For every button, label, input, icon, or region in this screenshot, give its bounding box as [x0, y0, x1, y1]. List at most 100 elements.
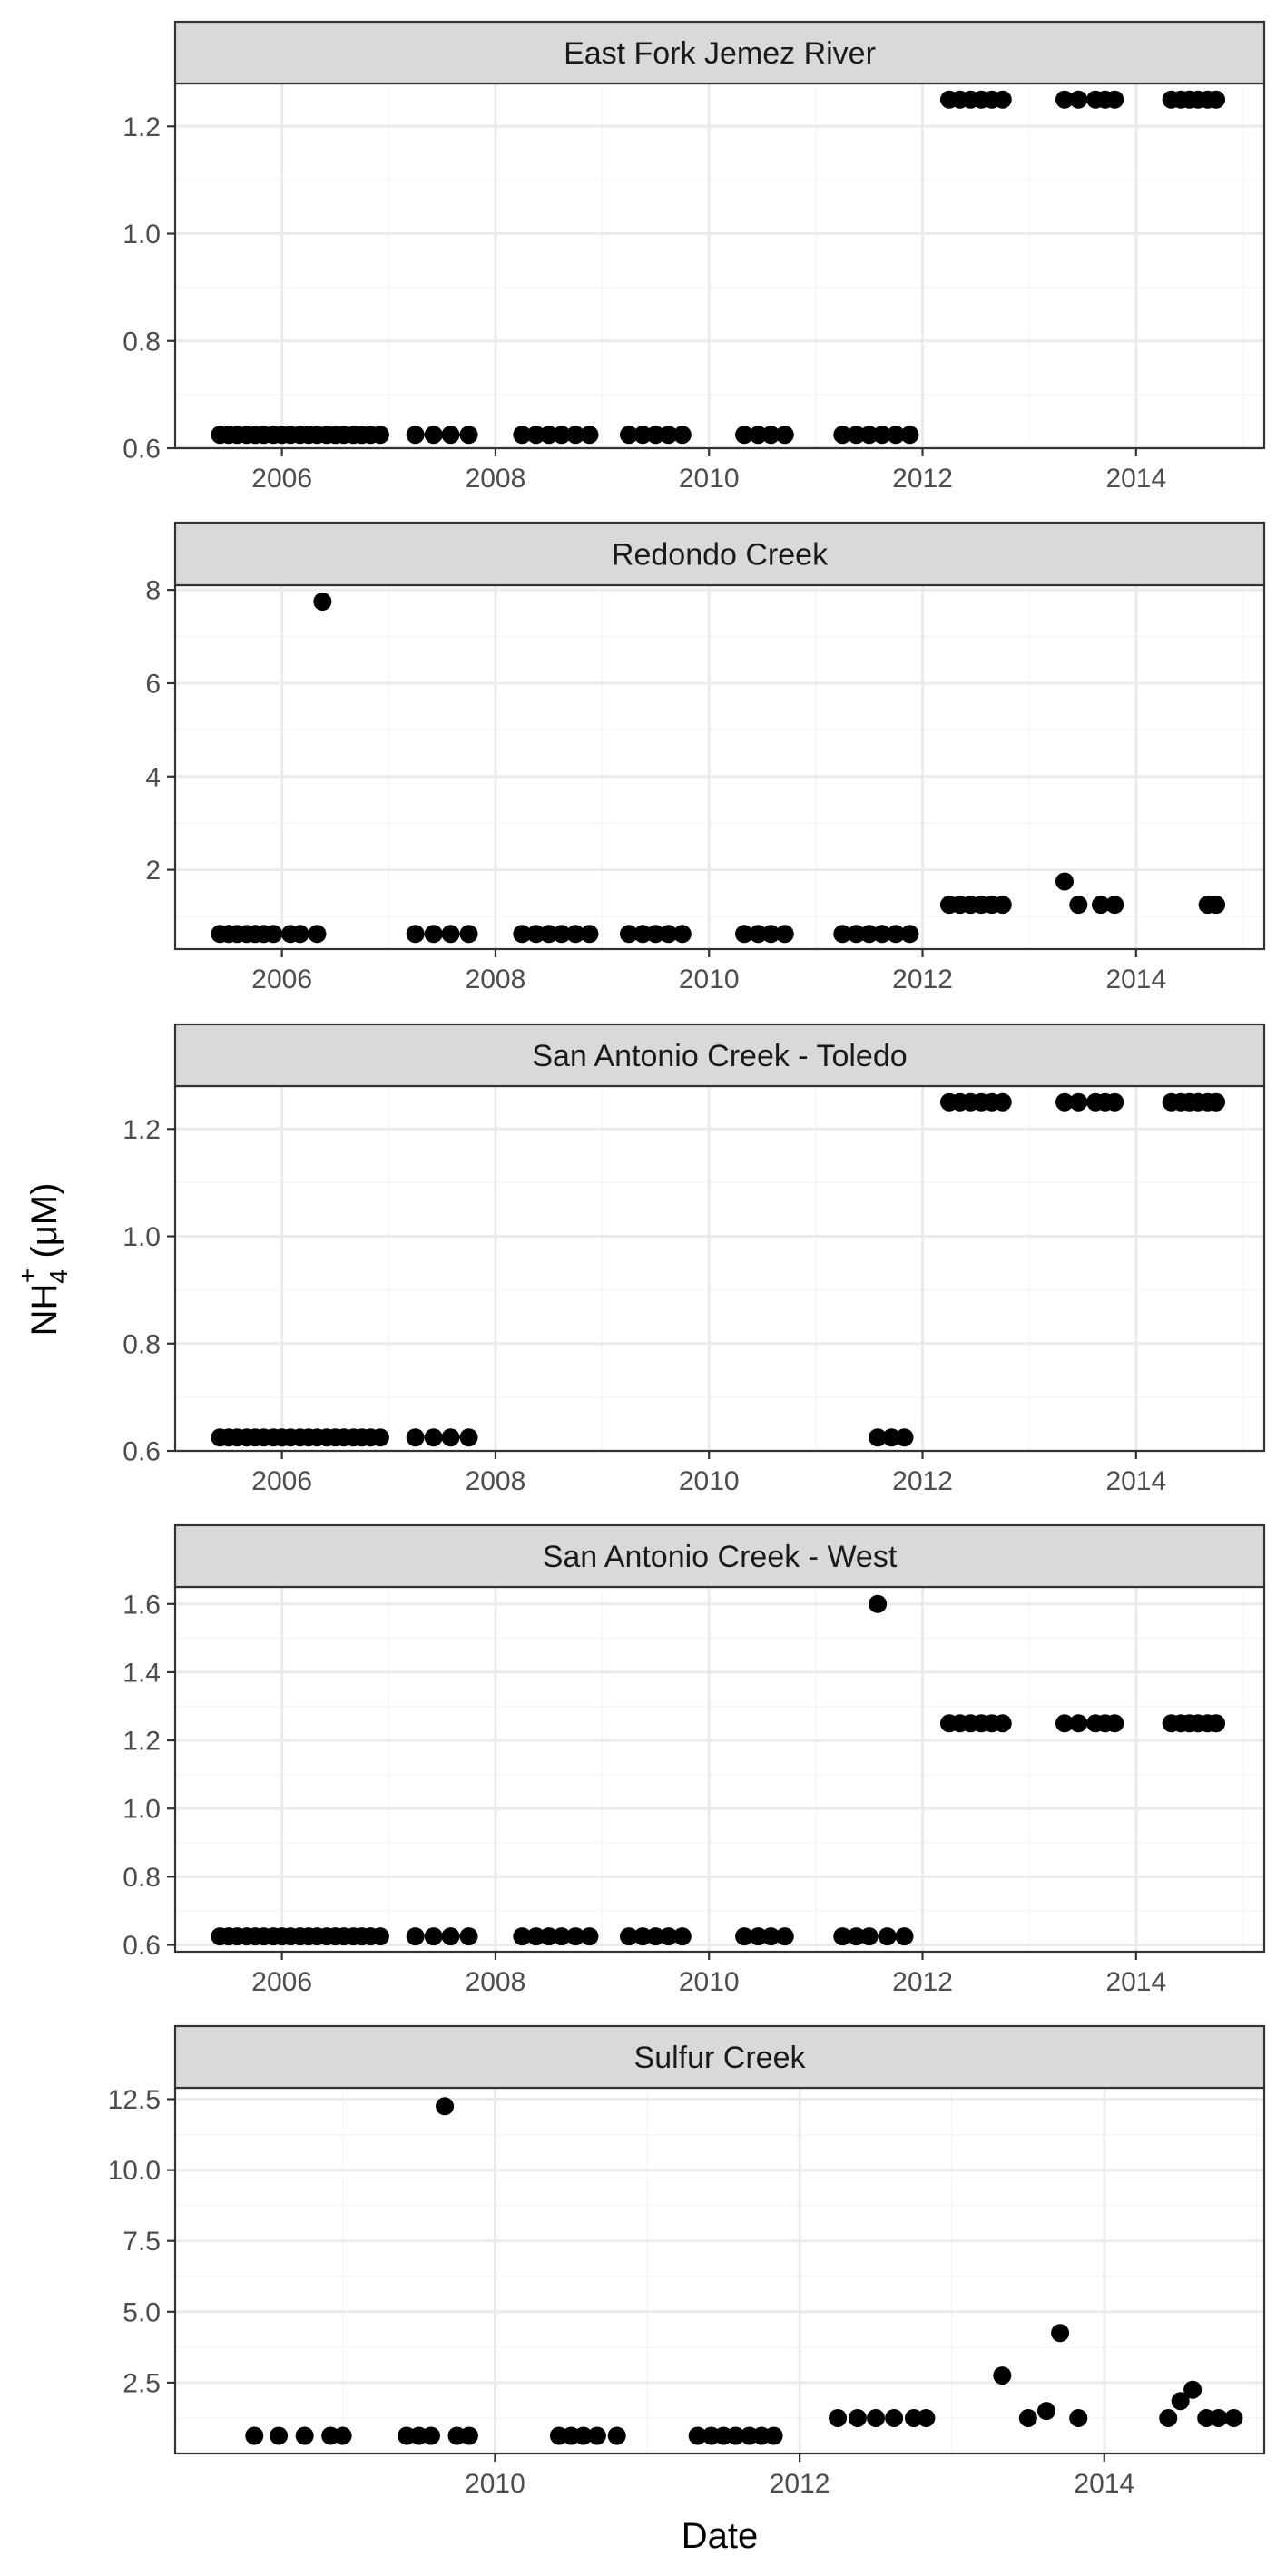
data-point	[775, 426, 794, 445]
facet-panel-4: San Antonio Creek - West 0.6 0.8 1.0 1.2 1.4 1…	[123, 1523, 1266, 1997]
data-point	[1055, 90, 1074, 109]
x-tick-label: 2014	[1105, 1967, 1166, 1997]
data-point	[1055, 1092, 1074, 1112]
data-point	[672, 426, 692, 445]
y-tick-label: 2	[145, 856, 161, 886]
data-point	[406, 426, 425, 445]
data-point	[1159, 2408, 1178, 2427]
x-tick-label: 2010	[679, 1967, 740, 1997]
data-point	[1069, 1092, 1088, 1112]
data-point	[1018, 2408, 1037, 2427]
y-tick-label: 1.4	[123, 1658, 161, 1688]
facet-panel-1: East Fork Jemez River 0.6 0.8 1.0 1.2 2006 200…	[123, 20, 1266, 494]
data-point	[539, 1927, 558, 1946]
x-tick-label: 2012	[892, 965, 953, 994]
data-point	[526, 1927, 545, 1946]
y-tick-label: 0.8	[123, 1329, 161, 1359]
y-tick-label: 1.6	[123, 1590, 161, 1620]
data-point	[1069, 896, 1088, 915]
facet-panel-5: Sulfur Creek 2.5 5.0 7.5 10.0 12.5 2010 2012 201…	[108, 2024, 1266, 2499]
x-tick-label: 2008	[466, 464, 526, 494]
y-tick-label: 0.6	[123, 435, 161, 465]
data-point	[847, 925, 866, 944]
data-point	[1183, 2380, 1203, 2399]
data-point	[513, 1927, 532, 1946]
facet-panel-3: San Antonio Creek - Toledo 0.6 0.8 1.0 1.2 20…	[123, 1023, 1266, 1496]
data-point	[370, 1927, 389, 1946]
data-point	[848, 2408, 867, 2427]
facet-title: San Antonio Creek - West	[543, 1540, 898, 1574]
data-point	[749, 925, 768, 944]
data-point	[1207, 1714, 1226, 1733]
data-point	[1207, 896, 1226, 915]
data-point	[1069, 90, 1088, 109]
data-point	[245, 2426, 264, 2445]
data-point	[1037, 2402, 1055, 2421]
x-tick-label: 2010	[679, 965, 740, 994]
data-point	[424, 1428, 443, 1447]
y-axis-title-main: NH	[25, 1284, 64, 1337]
data-point	[513, 426, 532, 445]
facet-strip	[173, 521, 1266, 587]
data-point	[539, 925, 558, 944]
data-point	[1207, 90, 1226, 109]
panel-background	[175, 2088, 1264, 2454]
x-tick-label: 2006	[251, 1967, 312, 1997]
data-point	[459, 1428, 478, 1447]
data-point	[859, 925, 879, 944]
data-point	[672, 925, 692, 944]
data-point	[1055, 872, 1074, 891]
data-point	[333, 2426, 352, 2445]
data-point	[370, 426, 389, 445]
facet-title: Redondo Creek	[612, 538, 829, 573]
x-tick-label: 2008	[466, 1967, 526, 1997]
data-point	[859, 426, 879, 445]
x-tick-label: 2010	[465, 2469, 525, 2499]
facet-strip	[173, 2024, 1266, 2090]
y-tick-label: 0.6	[123, 1437, 161, 1467]
y-tick-label: 0.8	[123, 327, 161, 357]
data-point	[887, 925, 906, 944]
data-point	[421, 2426, 440, 2445]
data-point	[646, 925, 665, 944]
data-point	[424, 426, 443, 445]
data-point	[833, 925, 852, 944]
data-point	[566, 925, 585, 944]
y-tick-label: 0.8	[123, 1863, 161, 1893]
data-point	[1051, 2324, 1070, 2343]
facet-title: Sulfur Creek	[634, 2041, 807, 2075]
data-point	[513, 925, 532, 944]
data-point	[607, 2426, 626, 2445]
y-tick-label: 1.0	[123, 1795, 161, 1825]
y-tick-label: 4	[145, 762, 161, 792]
x-tick-label: 2006	[251, 464, 312, 494]
data-point	[441, 426, 460, 445]
data-point	[270, 2426, 289, 2445]
data-point	[370, 1428, 389, 1447]
data-point	[882, 1428, 901, 1447]
data-point	[441, 1927, 460, 1946]
data-point	[1069, 2408, 1088, 2427]
facet-strip	[173, 1023, 1266, 1088]
data-point	[539, 426, 558, 445]
data-point	[761, 925, 780, 944]
data-point	[441, 925, 460, 944]
panel-background	[175, 585, 1264, 949]
y-tick-label: 1.2	[123, 113, 161, 142]
data-point	[878, 1927, 897, 1946]
data-point	[735, 925, 754, 944]
data-point	[775, 925, 794, 944]
data-point	[526, 426, 545, 445]
data-point	[580, 1927, 599, 1946]
data-point	[859, 1927, 879, 1946]
data-point	[993, 2366, 1012, 2385]
x-axis-title: Date	[682, 2516, 759, 2556]
data-point	[633, 426, 653, 445]
x-tick-label: 2010	[679, 464, 740, 494]
y-tick-label: 1.0	[123, 1222, 161, 1252]
y-tick-label: 7.5	[123, 2227, 161, 2257]
data-point	[869, 1594, 888, 1613]
data-point	[659, 426, 678, 445]
data-point	[313, 592, 332, 611]
